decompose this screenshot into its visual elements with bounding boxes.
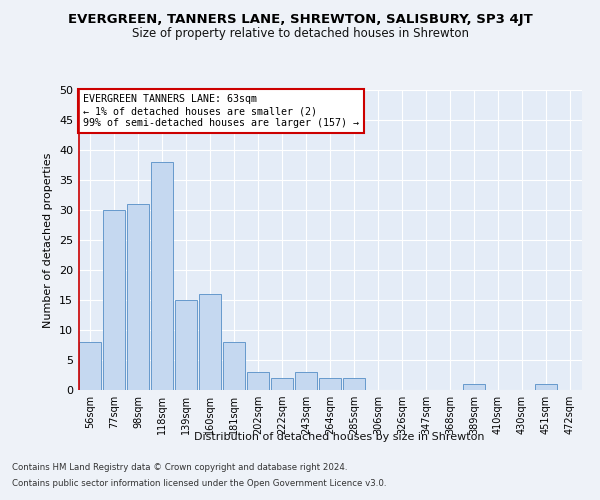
Bar (223, 342, 245, 390)
Bar (319, 378, 341, 390)
Bar (151, 162, 173, 390)
Bar (343, 378, 365, 390)
Text: EVERGREEN, TANNERS LANE, SHREWTON, SALISBURY, SP3 4JT: EVERGREEN, TANNERS LANE, SHREWTON, SALIS… (68, 12, 532, 26)
Bar (247, 372, 269, 390)
Bar (127, 204, 149, 390)
Bar (271, 378, 293, 390)
Bar (463, 384, 485, 390)
Bar (175, 300, 197, 390)
Bar (199, 294, 221, 390)
Bar (535, 384, 557, 390)
Y-axis label: Number of detached properties: Number of detached properties (43, 152, 53, 328)
Text: Contains public sector information licensed under the Open Government Licence v3: Contains public sector information licen… (12, 478, 386, 488)
Text: Contains HM Land Registry data © Crown copyright and database right 2024.: Contains HM Land Registry data © Crown c… (12, 464, 347, 472)
Text: EVERGREEN TANNERS LANE: 63sqm
← 1% of detached houses are smaller (2)
99% of sem: EVERGREEN TANNERS LANE: 63sqm ← 1% of de… (83, 94, 359, 128)
Bar (295, 372, 317, 390)
Bar (79, 342, 101, 390)
Text: Size of property relative to detached houses in Shrewton: Size of property relative to detached ho… (131, 28, 469, 40)
Bar (103, 210, 125, 390)
Text: Distribution of detached houses by size in Shrewton: Distribution of detached houses by size … (194, 432, 484, 442)
